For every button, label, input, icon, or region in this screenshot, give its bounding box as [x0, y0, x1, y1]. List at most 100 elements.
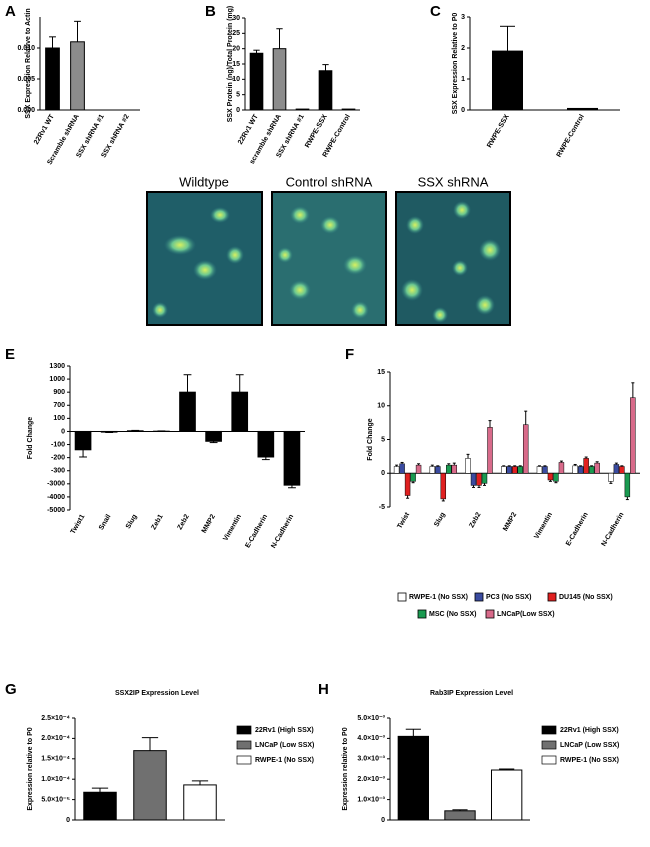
y-tick-label: -200: [51, 454, 65, 461]
bar: [45, 47, 60, 111]
x-tick-label: Slug: [125, 513, 139, 530]
y-tick-label: -4000: [47, 494, 65, 501]
bar: [517, 466, 523, 474]
legend-swatch: [397, 592, 407, 602]
y-tick-label: 0: [66, 817, 70, 824]
y-axis-label: Expression relative to P0: [342, 727, 349, 810]
legend-label: PC3 (No SSX): [486, 594, 532, 601]
bar: [444, 810, 476, 821]
bar: [613, 464, 620, 474]
y-tick-label: 2.0×10⁻⁴: [41, 735, 70, 742]
y-axis-label: SSX Expression Relative to Actin: [25, 8, 32, 118]
chart-title: Rab3IP Expression Level: [430, 690, 513, 697]
y-tick-label: 0: [381, 470, 385, 477]
legend-label: MSC (No SSX): [429, 611, 476, 618]
bar: [476, 473, 482, 486]
y-tick-label: 1300: [49, 363, 65, 370]
bar: [583, 458, 589, 474]
bar: [429, 466, 436, 474]
bar: [404, 473, 411, 496]
panel-letter: C: [430, 3, 441, 20]
y-tick-label: 3: [461, 14, 465, 21]
bar: [470, 473, 477, 486]
legend-label: RWPE-1 (No SSX): [255, 757, 314, 764]
legend-swatch: [417, 609, 427, 619]
x-tick-label: N-Cadherin: [270, 513, 295, 549]
bar: [74, 430, 92, 451]
legend-label: LNCaP(Low SSX): [497, 611, 555, 618]
panel-letter: B: [205, 3, 216, 20]
y-tick-label: 2: [461, 45, 465, 52]
x-tick-label: MMP2: [201, 513, 217, 534]
bar: [553, 473, 559, 482]
bar: [283, 430, 301, 486]
bar: [487, 427, 493, 474]
bar: [183, 784, 217, 821]
y-tick-label: -3000: [47, 481, 65, 488]
y-tick-label: 0: [461, 107, 465, 114]
bar: [397, 735, 429, 821]
x-tick-label: RWPE-SSX: [486, 113, 511, 149]
legend-swatch: [236, 755, 252, 765]
bar: [588, 466, 595, 474]
bar: [205, 430, 222, 442]
x-tick-label: Zeb1: [150, 513, 164, 531]
bar: [465, 458, 471, 474]
legend-label: 22Rv1 (High SSX): [255, 727, 314, 734]
bar: [492, 50, 523, 111]
panel-letter: G: [5, 681, 17, 698]
bar: [393, 466, 400, 474]
bar: [295, 108, 310, 111]
y-tick-label: -300: [51, 468, 65, 475]
panel-letter: F: [345, 346, 354, 363]
y-tick-label: 100: [53, 415, 65, 422]
x-tick-label: 22Rv1 WT: [237, 113, 260, 146]
y-tick-label: 10: [377, 403, 385, 410]
legend-label: DU145 (No SSX): [559, 594, 613, 601]
bar: [179, 391, 196, 432]
y-tick-label: -5000: [47, 507, 65, 514]
image-label: Wildtype: [179, 174, 229, 189]
y-tick-label: 5.0×10⁻³: [357, 715, 385, 722]
x-tick-label: SSX shRNA #2: [100, 113, 130, 159]
legend-swatch: [485, 609, 495, 619]
bar: [318, 70, 333, 111]
bar: [542, 466, 548, 474]
y-axis-label: SSX Expression Relative to P0: [452, 13, 459, 115]
bar: [83, 791, 117, 821]
legend-swatch: [236, 740, 252, 750]
legend-swatch: [474, 592, 484, 602]
bar: [491, 769, 523, 821]
micrograph: [271, 191, 387, 326]
x-tick-label: RWPE-Control: [556, 113, 586, 158]
y-tick-label: 25: [232, 30, 240, 37]
y-tick-label: 1: [461, 76, 465, 83]
y-tick-label: 30: [232, 15, 240, 22]
bar: [341, 108, 356, 111]
x-tick-label: 22Rv1 WT: [33, 113, 56, 146]
bar: [594, 462, 600, 474]
panel-letter: E: [5, 346, 15, 363]
bar: [481, 473, 488, 484]
x-tick-label: Slug: [433, 511, 447, 528]
bar: [410, 473, 416, 482]
x-tick-label: E-Cadherin: [244, 513, 269, 549]
x-tick-label: Twist: [396, 511, 411, 530]
panel-letter: H: [318, 681, 329, 698]
bar: [630, 397, 636, 474]
y-tick-label: 2.0×10⁻³: [357, 776, 385, 783]
bar: [272, 48, 287, 111]
y-tick-label: 4.0×10⁻³: [357, 735, 385, 742]
bar: [257, 430, 275, 458]
bar: [415, 464, 422, 474]
y-tick-label: 0: [236, 107, 240, 114]
bar: [619, 466, 625, 474]
y-tick-label: -5: [379, 504, 385, 511]
legend-label: LNCaP (Low SSX): [255, 742, 314, 749]
x-tick-label: Vimentin: [533, 511, 554, 540]
y-tick-label: -100: [51, 441, 65, 448]
legend-swatch: [236, 725, 252, 735]
bar: [451, 464, 458, 474]
bar: [608, 473, 614, 482]
y-axis-label: Expression relative to P0: [27, 727, 34, 810]
